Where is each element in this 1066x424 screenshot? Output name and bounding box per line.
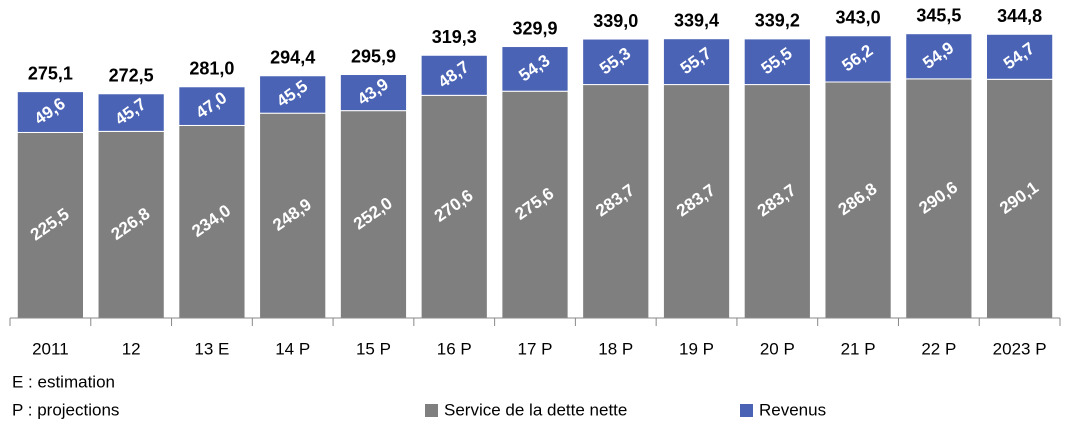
bar-segment [986, 78, 1054, 319]
bar-segment [259, 75, 327, 114]
total-label: 343,0 [836, 8, 881, 28]
total-label: 344,8 [997, 6, 1042, 26]
bar-segment [420, 94, 488, 319]
bar-segment [986, 33, 1054, 80]
bar-segment [16, 131, 84, 319]
bar-segment [16, 91, 84, 133]
x-tick-label: 2023 P [993, 339, 1047, 358]
total-label: 339,2 [755, 11, 800, 31]
bar-segment [178, 86, 246, 126]
x-tick-label: 2011 [32, 339, 69, 358]
bar-segment [905, 33, 973, 80]
total-label: 295,9 [351, 46, 396, 66]
total-label: 345,5 [916, 5, 961, 25]
annotation: P : projections [12, 400, 119, 419]
bar-segment [824, 35, 892, 83]
bar-segment [420, 54, 488, 96]
bar-segment [97, 93, 165, 132]
x-tick-label: 17 P [518, 339, 553, 358]
bar-segment [339, 110, 408, 319]
x-tick-label: 18 P [598, 339, 633, 358]
x-tick-label: 22 P [921, 339, 956, 358]
x-tick-label: 13 E [194, 339, 229, 358]
bar-segment [824, 81, 892, 319]
bar-segment [501, 46, 569, 92]
total-label: 272,5 [109, 66, 154, 86]
x-tick-label: 20 P [760, 339, 795, 358]
legend-swatch [740, 404, 753, 417]
total-label: 339,0 [593, 11, 638, 31]
bar-segment [743, 38, 811, 86]
legend-label: Service de la dette nette [444, 400, 627, 419]
bar-segment [501, 90, 569, 319]
total-label: 329,9 [512, 18, 557, 38]
x-tick-label: 14 P [275, 339, 310, 358]
bar-segment [743, 84, 811, 319]
total-label: 281,0 [189, 59, 234, 79]
x-tick-label: 15 P [356, 339, 391, 358]
bar-segment [582, 84, 650, 319]
bar-segment [97, 130, 165, 319]
total-label: 275,1 [28, 63, 73, 83]
legend-label: Revenus [759, 400, 826, 419]
bar-segment [582, 38, 650, 86]
total-label: 319,3 [432, 27, 477, 47]
annotation: E : estimation [12, 372, 115, 391]
total-label: 339,4 [674, 10, 719, 30]
bar-segment [662, 84, 731, 319]
x-tick-label: 12 [122, 339, 141, 358]
bar-segment [339, 74, 408, 112]
legend-swatch [425, 404, 438, 417]
bar-segment [662, 38, 731, 86]
x-tick-label: 21 P [841, 339, 876, 358]
x-tick-label: 19 P [679, 339, 714, 358]
x-tick-label: 16 P [437, 339, 472, 358]
bar-segment [259, 112, 327, 319]
total-label: 294,4 [270, 48, 315, 68]
bar-segment [905, 78, 973, 319]
